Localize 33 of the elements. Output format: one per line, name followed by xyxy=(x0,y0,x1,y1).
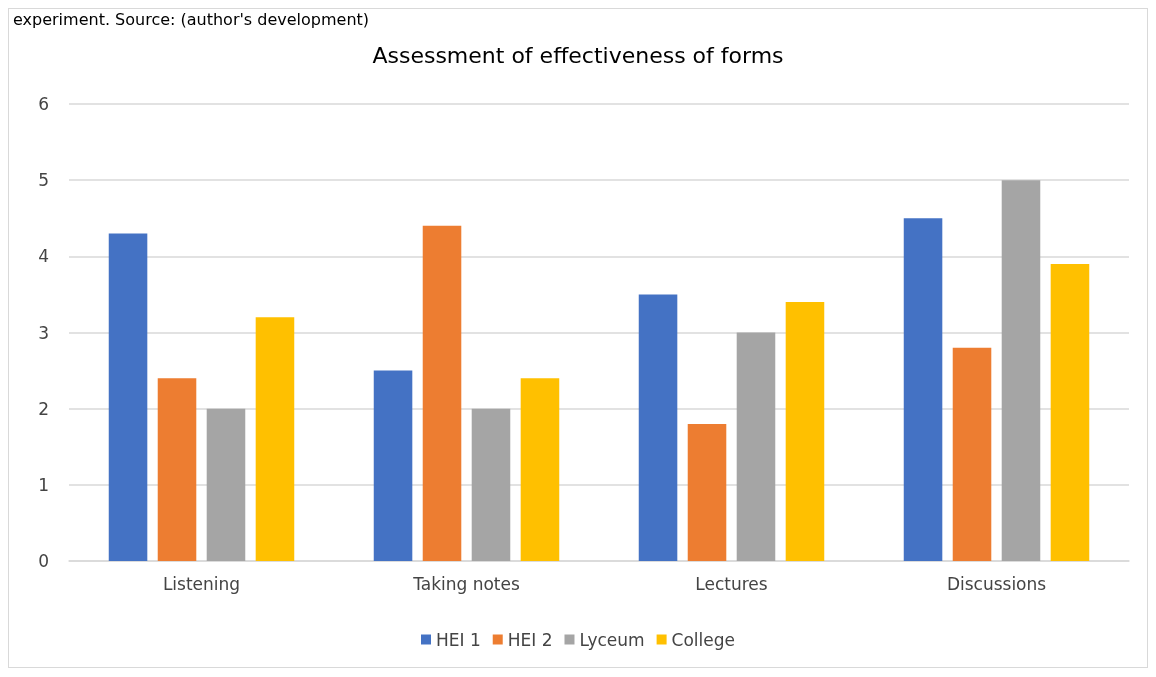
bar xyxy=(1001,180,1041,561)
x-tick-label: Taking notes xyxy=(412,573,520,594)
bar xyxy=(206,408,246,561)
chart-title: Assessment of effectiveness of forms xyxy=(372,42,784,68)
bar xyxy=(1050,263,1090,561)
x-tick-label: Discussions xyxy=(946,573,1047,594)
bar xyxy=(520,378,560,561)
bar xyxy=(255,317,295,561)
legend-label: College xyxy=(671,629,736,650)
bar xyxy=(903,218,943,561)
bar xyxy=(157,378,197,561)
bar xyxy=(638,294,678,561)
y-tick-label: 0 xyxy=(38,551,49,571)
bar xyxy=(471,408,511,561)
bar xyxy=(373,370,413,561)
x-tick-label: Listening xyxy=(162,573,241,594)
legend-label: HEI 1 xyxy=(435,629,481,650)
legend-label: HEI 2 xyxy=(507,629,553,650)
text: experiment. Source: (author's development) xyxy=(13,9,370,29)
bar xyxy=(108,233,148,561)
bar xyxy=(785,302,825,561)
y-tick-label: 3 xyxy=(38,322,49,343)
y-tick-label: 5 xyxy=(38,170,49,191)
bar xyxy=(422,225,462,561)
bar xyxy=(687,423,727,561)
x-tick-label: Lectures xyxy=(695,573,768,594)
bar xyxy=(952,347,992,561)
y-tick-label: 4 xyxy=(38,246,49,267)
bar xyxy=(736,332,776,561)
y-tick-label: 6 xyxy=(38,94,49,114)
y-tick-label: 2 xyxy=(38,398,49,419)
y-tick-label: 1 xyxy=(38,474,49,495)
legend-label: Lyceum xyxy=(579,629,645,650)
